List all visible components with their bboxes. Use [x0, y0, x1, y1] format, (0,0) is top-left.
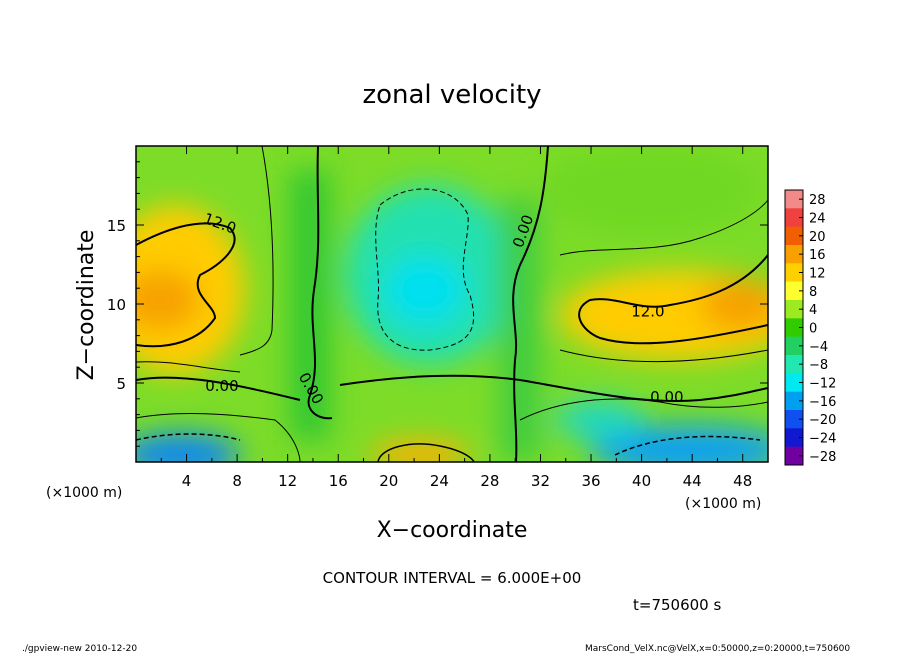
contour-zero-lower-mid [339, 374, 768, 402]
y-tick-label: 10 [107, 296, 126, 314]
colorbar-label: −4 [809, 340, 828, 355]
colorbar-label: 12 [809, 267, 826, 282]
y-tick-label: 15 [107, 217, 126, 235]
contour-labels: 12.012.00.000.000.000.00 [201, 209, 683, 407]
x-tick-label: 8 [232, 472, 242, 490]
colorbar-cell [785, 208, 803, 228]
y-axis-ticks: 5 10 15 [107, 161, 768, 447]
x-tick-label: 4 [182, 472, 192, 490]
contour-six-thin-a [239, 146, 274, 356]
colorbar-label: 8 [809, 285, 817, 300]
colorbar-cell [785, 318, 803, 338]
colorbar-label: 28 [809, 193, 826, 208]
x-tick-label: 16 [329, 472, 348, 490]
colorbar-cell [785, 336, 803, 356]
colorbar-cell [785, 428, 803, 448]
x-tick-label: 12 [278, 472, 297, 490]
x-tick-label: 36 [581, 472, 600, 490]
heatmap-field [136, 146, 768, 462]
footer-left: ./gpview-new 2010-12-20 [22, 644, 137, 654]
contour-neg-bottom-left [136, 433, 241, 441]
contour-zero-lower-left [136, 376, 301, 401]
contour-neg-bottom-right [614, 435, 761, 456]
time-text: t=750600 s [633, 596, 721, 614]
colorbar-label: −28 [809, 450, 836, 465]
colorbar-label: 20 [809, 230, 826, 245]
colorbar-cell [785, 355, 803, 374]
x-tick-label: 24 [430, 472, 449, 490]
contour-twelve-left [136, 222, 236, 348]
x-unit-right: (×1000 m) [685, 496, 761, 512]
colorbar-cell [785, 226, 803, 246]
x-tick-label: 20 [379, 472, 398, 490]
x-tick-label: 28 [480, 472, 499, 490]
contour-six-thin-d [559, 349, 768, 363]
x-tick-label: 48 [733, 472, 752, 490]
colorbar-cell [785, 263, 803, 283]
colorbar-label: 24 [809, 212, 826, 227]
contour-zero-vertical-left [307, 146, 333, 420]
contour-zero-vertical-right [512, 146, 549, 462]
x-unit-left: (×1000 m) [46, 485, 122, 501]
colorbar-label: −20 [809, 413, 836, 428]
colorbar-label: −16 [809, 395, 836, 410]
contour-label: 0.00 [650, 388, 683, 406]
contour-neg-center [375, 188, 475, 351]
contour-six-thin-b [559, 199, 768, 256]
y-tick-label: 5 [116, 375, 126, 393]
colorbar-cell [785, 391, 803, 411]
colorbar-label: −12 [809, 377, 836, 392]
contour-six-thin-c [136, 361, 241, 373]
y-axis-label: Z−coordinate [74, 230, 99, 381]
colorbar-cell [785, 410, 803, 429]
x-tick-label: 32 [531, 472, 550, 490]
x-axis-label: X−coordinate [377, 518, 528, 543]
contour-six-thin-f [519, 398, 768, 421]
footer-right: MarsCond_VelX.nc@VelX,x=0:50000,z=0:2000… [585, 644, 850, 654]
colorbar-cell [785, 190, 803, 209]
colorbar-label: 16 [809, 248, 826, 263]
contour-label: 12.0 [631, 303, 664, 321]
colorbar-label: 0 [809, 322, 817, 337]
x-axis-ticks: 4 8 12 16 20 24 28 32 36 40 44 48 [160, 146, 752, 490]
x-tick-label: 44 [683, 472, 702, 490]
contour-six-thin-e [136, 413, 301, 462]
contour-twelve-right [578, 254, 768, 345]
colorbar-cell [785, 300, 803, 319]
colorbar-cell [785, 281, 803, 301]
contour-label: 0.00 [205, 377, 238, 395]
chart-title: zonal velocity [362, 80, 541, 110]
colorbar-cell [785, 373, 803, 393]
colorbar-cell [785, 446, 803, 466]
contour-interval-text: CONTOUR INTERVAL = 6.000E+00 [323, 569, 582, 587]
colorbar-label: −24 [809, 432, 836, 447]
colorbar-label: −8 [809, 358, 828, 373]
colorbar-cell [785, 245, 803, 264]
x-tick-label: 40 [632, 472, 651, 490]
contour-lines [136, 146, 768, 462]
contour-twelve-bottom [377, 443, 475, 462]
colorbar-label: 4 [809, 303, 817, 318]
colorbar: 28 24 20 16 12 8 4 0 −4 −8 −12 −16 −20 −24 −28 [784, 189, 836, 466]
